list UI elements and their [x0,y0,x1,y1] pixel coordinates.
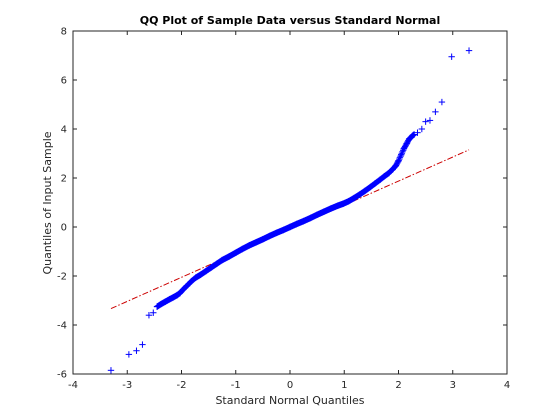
x-tick-label: 4 [504,380,510,391]
y-tick-label: 6 [61,76,67,87]
data-point-marker [145,312,153,319]
x-axis-title: Standard Normal Quantiles [215,394,364,407]
y-tick-label: -4 [57,321,67,332]
chart-title: QQ Plot of Sample Data versus Standard N… [140,14,441,27]
y-tick-label: 4 [61,125,67,136]
data-point-marker [448,53,455,60]
data-point-marker [107,367,115,374]
data-point-marker [414,129,421,136]
y-tick-label: 0 [61,223,67,234]
data-point-marker [397,152,404,160]
y-tick-label: -2 [57,272,67,283]
y-axis-ticks: -6 -4 -2 0 2 4 6 8 [57,27,507,381]
data-point-marker [125,351,133,358]
x-tick-label: -3 [122,380,132,391]
data-point-marker [133,347,140,354]
data-point-marker [398,150,406,157]
x-tick-label: -4 [68,380,78,391]
x-tick-label: -2 [177,380,187,391]
plot-area [73,31,507,374]
data-point-marker [432,108,439,116]
data-point-marker [426,117,434,124]
x-tick-label: 3 [450,380,456,391]
data-point-marker [139,341,146,348]
data-point-marker [150,309,157,316]
x-tick-label: 1 [341,380,347,391]
data-point-marker [422,118,429,125]
x-tick-label: 0 [287,380,293,391]
x-tick-label: -1 [231,380,241,391]
data-point-marker [398,151,405,158]
data-point-marker [396,154,404,161]
data-point-marker [399,148,406,155]
y-tick-label: 8 [61,27,67,38]
x-tick-label: 2 [395,380,401,391]
data-point-marker [399,147,407,154]
x-axis-ticks: -4 -3 -2 -1 0 1 2 3 4 [68,31,510,391]
data-point-marker [465,47,473,54]
data-point-marker [418,125,426,133]
data-point-marker [438,98,446,106]
y-tick-label: 2 [61,174,67,185]
data-point-marker [396,155,403,163]
y-tick-label: -6 [57,370,67,381]
data-point-marker [394,158,402,166]
data-point-marker [395,157,402,164]
data-point-marker [411,131,418,138]
data-points-layer [107,47,473,374]
y-axis-title: Quantiles of Input Sample [41,131,54,274]
